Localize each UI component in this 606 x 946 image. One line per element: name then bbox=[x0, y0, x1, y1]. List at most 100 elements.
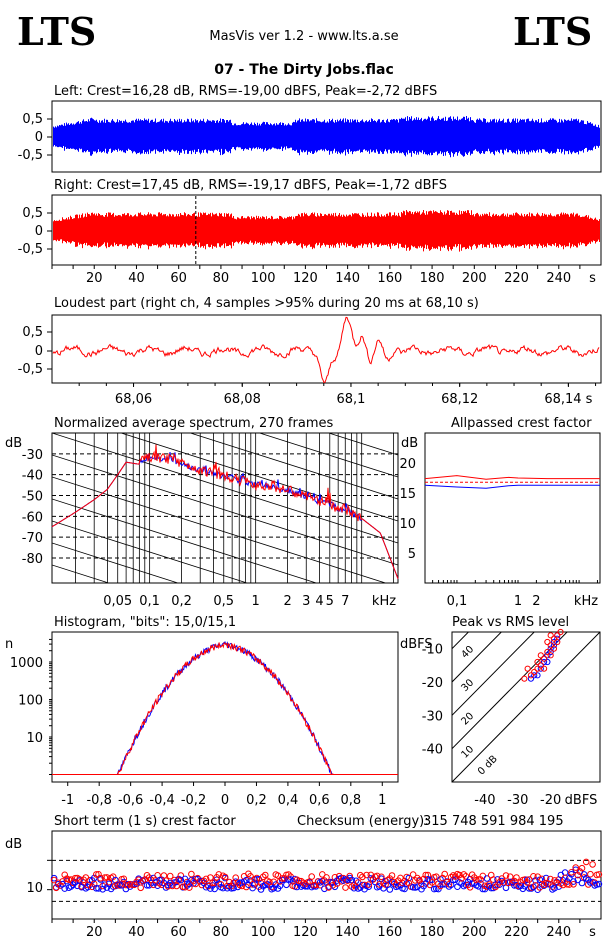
peak-rms-right-point bbox=[531, 668, 538, 676]
short-term-left-point bbox=[595, 880, 603, 888]
short-term-right-point bbox=[209, 879, 216, 887]
loud-ytick-2: 0 bbox=[35, 344, 43, 359]
short-term-right-point bbox=[188, 870, 195, 878]
allpassed-crest-panel: Allpassed crest factor dB 20 15 10 5 0,1 1 2 kH… bbox=[399, 416, 601, 609]
short-term-right-point bbox=[589, 861, 596, 868]
peak-rms-right-point bbox=[534, 665, 541, 672]
peak-rms-right-point bbox=[557, 628, 564, 636]
right-ytick-2: 0 bbox=[35, 224, 43, 239]
short-term-right-point bbox=[137, 884, 144, 892]
right-waveform-title: Right: Crest=17,45 dB, RMS=-19,17 dBFS, … bbox=[54, 178, 447, 193]
peak-rms-right-point bbox=[537, 652, 544, 659]
xtick-label: 68,14 s bbox=[544, 392, 592, 407]
xtick-label: 160 bbox=[377, 271, 402, 286]
histogram-ytick: 10 bbox=[26, 731, 43, 746]
crest-line bbox=[452, 632, 503, 683]
xtick-label: 68,06 bbox=[115, 392, 152, 407]
spectrum-slope bbox=[327, 433, 398, 456]
short-term-right-point bbox=[116, 882, 123, 889]
peak-rms-left-point bbox=[554, 635, 561, 642]
allpassed-ylabel: dB bbox=[401, 436, 418, 451]
spectrum-xtick: 4 bbox=[315, 594, 323, 609]
short-term-right-point bbox=[76, 876, 83, 883]
short-term-right-point bbox=[262, 871, 269, 879]
short-term-right-point bbox=[346, 872, 354, 880]
short-term-right-point bbox=[202, 875, 210, 883]
xtick-label: 200 bbox=[462, 925, 487, 940]
xtick-label: 68,12 bbox=[441, 392, 478, 407]
histogram-ylabel: n bbox=[5, 637, 13, 652]
xtick-label: 180 bbox=[420, 271, 445, 286]
allpassed-ytick: 10 bbox=[399, 517, 416, 532]
peak-rms-left-point bbox=[547, 648, 554, 656]
spectrum-slope bbox=[52, 542, 180, 583]
allpassed-xtick: 2 bbox=[532, 594, 540, 609]
peak-rms-ytick: -30 bbox=[422, 709, 443, 724]
short-term-right-point bbox=[177, 872, 185, 879]
peak-rms-crest-lines bbox=[452, 632, 600, 782]
short-term-right-point bbox=[540, 881, 548, 889]
peak-rms-left-point bbox=[531, 672, 538, 679]
short-term-left-point bbox=[50, 874, 58, 882]
short-term-left-point bbox=[302, 883, 309, 890]
short-term-right-point bbox=[365, 881, 373, 888]
peak-rms-right-point bbox=[534, 658, 541, 666]
peak-rms-right-point bbox=[544, 648, 551, 656]
histogram-xtick: -1 bbox=[61, 793, 74, 808]
spectrum-right-line bbox=[51, 444, 399, 579]
histogram-xtick: -0,4 bbox=[149, 793, 174, 808]
short-term-left-point bbox=[247, 877, 254, 884]
short-term-right-point bbox=[500, 879, 508, 886]
short-term-right-point bbox=[215, 871, 223, 878]
xtick-label: 68,1 bbox=[336, 392, 365, 407]
spectrum-ytick: -60 bbox=[22, 510, 43, 525]
xtick-label: 200 bbox=[462, 271, 487, 286]
loudest-part-xaxis: 68,06 68,08 68,1 68,12 68,14 s bbox=[78, 383, 597, 407]
short-term-left-point bbox=[578, 879, 586, 887]
crest-line bbox=[452, 632, 600, 782]
spectrum-ytick: -40 bbox=[22, 469, 43, 484]
peak-rms-xunit: dBFS bbox=[565, 793, 598, 808]
short-term-left-point bbox=[568, 871, 575, 878]
histogram-xtick: 1 bbox=[378, 793, 386, 808]
short-term-right-point bbox=[331, 874, 339, 881]
short-term-right-point bbox=[388, 872, 396, 879]
spectrum-xtick: 3 bbox=[302, 594, 310, 609]
allpassed-frame bbox=[424, 432, 601, 584]
allpassed-title: Allpassed crest factor bbox=[451, 416, 592, 431]
spectrum-slope bbox=[52, 433, 398, 544]
logo-left: LTS bbox=[17, 9, 97, 54]
peak-rms-right-point bbox=[547, 642, 554, 649]
allpassed-ytick: 5 bbox=[408, 547, 416, 562]
short-term-right-point bbox=[566, 881, 573, 888]
short-term-right-point bbox=[145, 874, 153, 881]
short-term-left-point bbox=[272, 881, 280, 888]
short-term-right-point bbox=[399, 879, 406, 887]
allpassed-xunit: kHz bbox=[574, 594, 598, 609]
short-term-right-point bbox=[570, 881, 577, 888]
short-term-right-point bbox=[578, 864, 586, 872]
loudest-part-title: Loudest part (right ch, 4 samples >95% d… bbox=[54, 296, 479, 311]
short-term-left-point bbox=[145, 882, 153, 889]
peak-rms-ticks: -10 -20 -30 -40 -40 -30 -20 dBFS bbox=[422, 643, 598, 808]
allpassed-left-line bbox=[424, 484, 600, 489]
histogram-xtick: 0,2 bbox=[246, 793, 267, 808]
short-term-right-point bbox=[587, 870, 594, 878]
histogram-xtick: 0 bbox=[221, 793, 229, 808]
loudest-part-line bbox=[52, 316, 600, 384]
short-term-left-point bbox=[445, 883, 453, 890]
short-term-left-point bbox=[283, 881, 290, 889]
short-term-left-point bbox=[570, 878, 577, 885]
spectrum-trace bbox=[51, 444, 399, 579]
spectrum-slope bbox=[52, 520, 249, 583]
xtick-label: 120 bbox=[293, 925, 318, 940]
short-term-right-point bbox=[281, 875, 288, 882]
allpassed-ticks: 20 15 10 5 0,1 1 2 kHz bbox=[399, 457, 598, 609]
spectrum-slope bbox=[52, 631, 398, 741]
xtick-label: 20 bbox=[86, 271, 103, 286]
histogram-panel: Histogram, "bits": 15,0/15,1 n 100010010… bbox=[5, 615, 399, 808]
xtick-label: 68,08 bbox=[224, 392, 261, 407]
short-term-right-point bbox=[308, 873, 316, 880]
peak-rms-left-point bbox=[544, 658, 551, 666]
